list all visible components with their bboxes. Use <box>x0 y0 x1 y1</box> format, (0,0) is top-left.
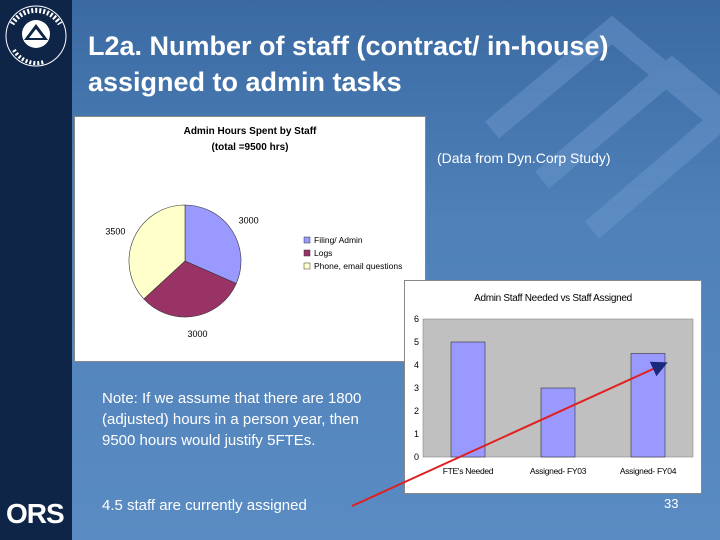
y-tick-label: 4 <box>414 360 419 370</box>
source-note: (Data from Dyn.Corp Study) <box>437 150 611 166</box>
x-tick-label: Assigned- FY03 <box>530 466 587 476</box>
pie-slice <box>143 260 237 318</box>
y-tick-label: 0 <box>414 452 419 462</box>
pie-subtitle: (total =9500 hrs) <box>212 142 289 153</box>
pie-chart: Admin Hours Spent by Staff (total =9500 h… <box>105 126 402 339</box>
y-tick-label: 3 <box>414 383 419 393</box>
y-tick-label: 6 <box>414 314 419 324</box>
pie-slice <box>128 204 186 300</box>
bar-chart-panel: Admin Staff Needed vs Staff Assigned 0 1 2 3… <box>404 280 702 494</box>
legend-label: Phone, email questions <box>314 261 402 271</box>
pie-value-label: 3500 <box>105 226 125 236</box>
assigned-staff-note: 4.5 staff are currently assigned <box>102 497 307 514</box>
y-tick-label: 5 <box>414 337 419 347</box>
page-number: 33 <box>664 496 679 511</box>
pie-slice <box>184 204 242 284</box>
sidebar: ORS <box>0 0 72 540</box>
legend-swatch <box>303 262 311 270</box>
background-decoration <box>484 15 720 239</box>
pie-value-label: 3000 <box>187 329 207 339</box>
legend-label: Filing/ Admin <box>314 235 363 245</box>
legend-label: Logs <box>314 248 332 258</box>
y-tick-label: 1 <box>414 429 419 439</box>
bar-chart-title: Admin Staff Needed vs Staff Assigned <box>474 293 632 304</box>
bar <box>630 353 666 458</box>
ors-logo: ORS <box>6 498 65 529</box>
legend-swatch <box>303 236 311 244</box>
x-tick-label: FTE's Needed <box>443 466 494 476</box>
bar <box>540 387 576 458</box>
slide-title: L2a. Number of staff (contract/ in-house… <box>88 31 609 97</box>
bar-chart: Admin Staff Needed vs Staff Assigned 0 1 2 3… <box>414 293 694 476</box>
nih-seal-logo <box>5 5 67 67</box>
legend-swatch <box>303 249 311 257</box>
pie-value-label: 3000 <box>239 216 259 226</box>
bar <box>450 341 486 458</box>
assumption-note: Note: If we assume that there are 1800 (… <box>102 390 362 449</box>
pie-title: Admin Hours Spent by Staff <box>184 126 317 137</box>
x-tick-label: Assigned- FY04 <box>620 466 677 476</box>
y-tick-label: 2 <box>414 406 419 416</box>
pie-chart-panel: Admin Hours Spent by Staff (total =9500 h… <box>74 116 426 362</box>
